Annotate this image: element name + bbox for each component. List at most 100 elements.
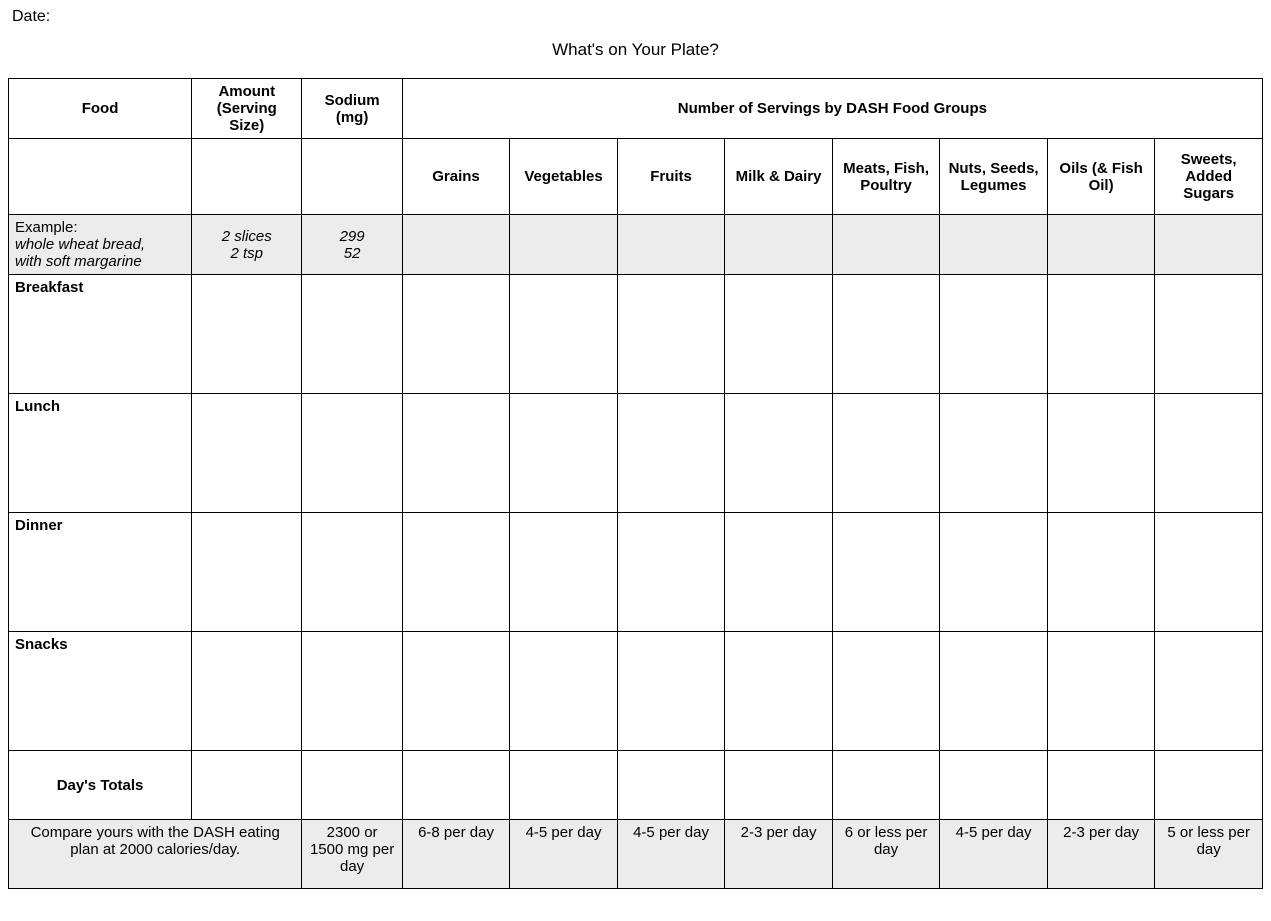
example-milk-cell — [725, 215, 833, 275]
lunch-sweets-cell[interactable] — [1155, 394, 1263, 513]
col-header-sodium: Sodium (mg) — [302, 79, 402, 139]
compare-fruits-cell: 4-5 per day — [617, 820, 725, 889]
breakfast-meats-cell[interactable] — [832, 275, 940, 394]
dinner-meats-cell[interactable] — [832, 513, 940, 632]
breakfast-sodium-cell[interactable] — [302, 275, 402, 394]
dash-food-table: Food Amount (Serving Size) Sodium (mg) N… — [8, 78, 1263, 889]
lunch-amount-cell[interactable] — [192, 394, 302, 513]
compare-grains-cell: 6-8 per day — [402, 820, 510, 889]
totals-amount-cell[interactable] — [192, 751, 302, 820]
snacks-fruits-cell[interactable] — [617, 632, 725, 751]
compare-oils-cell: 2-3 per day — [1047, 820, 1155, 889]
dinner-sweets-cell[interactable] — [1155, 513, 1263, 632]
col-subheader-nuts: Nuts, Seeds, Legumes — [940, 139, 1048, 215]
col-subheader-vegetables: Vegetables — [510, 139, 618, 215]
totals-label-cell: Day's Totals — [9, 751, 192, 820]
example-sodium-line1: 299 — [340, 228, 365, 245]
breakfast-oils-cell[interactable] — [1047, 275, 1155, 394]
snacks-oils-cell[interactable] — [1047, 632, 1155, 751]
dinner-row: Dinner — [9, 513, 1263, 632]
dinner-oils-cell[interactable] — [1047, 513, 1155, 632]
breakfast-vegetables-cell[interactable] — [510, 275, 618, 394]
compare-meats-cell: 6 or less per day — [832, 820, 940, 889]
compare-label-cell: Compare yours with the DASH eating plan … — [9, 820, 302, 889]
dinner-vegetables-cell[interactable] — [510, 513, 618, 632]
blank-header-amount — [192, 139, 302, 215]
example-sodium-line2: 52 — [344, 245, 361, 262]
example-oils-cell — [1047, 215, 1155, 275]
example-food-line2: with soft margarine — [15, 253, 142, 270]
col-header-food: Food — [9, 79, 192, 139]
snacks-sweets-cell[interactable] — [1155, 632, 1263, 751]
example-amount-line1: 2 slices — [222, 228, 272, 245]
example-food-cell: Example: whole wheat bread, with soft ma… — [9, 215, 192, 275]
dinner-grains-cell[interactable] — [402, 513, 510, 632]
example-sodium-cell: 299 52 — [302, 215, 402, 275]
breakfast-amount-cell[interactable] — [192, 275, 302, 394]
totals-sodium-cell[interactable] — [302, 751, 402, 820]
breakfast-grains-cell[interactable] — [402, 275, 510, 394]
dinner-milk-cell[interactable] — [725, 513, 833, 632]
date-label: Date: — [12, 8, 1263, 26]
dinner-sodium-cell[interactable] — [302, 513, 402, 632]
lunch-food-cell[interactable]: Lunch — [9, 394, 192, 513]
snacks-grains-cell[interactable] — [402, 632, 510, 751]
compare-sodium-cell: 2300 or 1500 mg per day — [302, 820, 402, 889]
breakfast-label: Breakfast — [15, 279, 83, 296]
totals-grains-cell[interactable] — [402, 751, 510, 820]
snacks-food-cell[interactable]: Snacks — [9, 632, 192, 751]
dinner-amount-cell[interactable] — [192, 513, 302, 632]
compare-vegetables-cell: 4-5 per day — [510, 820, 618, 889]
blank-header-sodium — [302, 139, 402, 215]
lunch-milk-cell[interactable] — [725, 394, 833, 513]
breakfast-nuts-cell[interactable] — [940, 275, 1048, 394]
totals-meats-cell[interactable] — [832, 751, 940, 820]
example-meats-cell — [832, 215, 940, 275]
snacks-milk-cell[interactable] — [725, 632, 833, 751]
compare-row: Compare yours with the DASH eating plan … — [9, 820, 1263, 889]
dinner-label: Dinner — [15, 517, 63, 534]
lunch-fruits-cell[interactable] — [617, 394, 725, 513]
page-title: What's on Your Plate? — [8, 40, 1263, 60]
col-subheader-milk: Milk & Dairy — [725, 139, 833, 215]
lunch-meats-cell[interactable] — [832, 394, 940, 513]
totals-oils-cell[interactable] — [1047, 751, 1155, 820]
example-row: Example: whole wheat bread, with soft ma… — [9, 215, 1263, 275]
example-grains-cell — [402, 215, 510, 275]
example-food-line1: whole wheat bread, — [15, 236, 145, 253]
snacks-vegetables-cell[interactable] — [510, 632, 618, 751]
snacks-amount-cell[interactable] — [192, 632, 302, 751]
compare-milk-cell: 2-3 per day — [725, 820, 833, 889]
dinner-fruits-cell[interactable] — [617, 513, 725, 632]
totals-milk-cell[interactable] — [725, 751, 833, 820]
col-subheader-meats: Meats, Fish, Poultry — [832, 139, 940, 215]
lunch-sodium-cell[interactable] — [302, 394, 402, 513]
snacks-nuts-cell[interactable] — [940, 632, 1048, 751]
lunch-label: Lunch — [15, 398, 60, 415]
lunch-oils-cell[interactable] — [1047, 394, 1155, 513]
example-sweets-cell — [1155, 215, 1263, 275]
example-amount-cell: 2 slices 2 tsp — [192, 215, 302, 275]
snacks-meats-cell[interactable] — [832, 632, 940, 751]
breakfast-food-cell[interactable]: Breakfast — [9, 275, 192, 394]
totals-nuts-cell[interactable] — [940, 751, 1048, 820]
table-header-row-2: Grains Vegetables Fruits Milk & Dairy Me… — [9, 139, 1263, 215]
lunch-nuts-cell[interactable] — [940, 394, 1048, 513]
totals-fruits-cell[interactable] — [617, 751, 725, 820]
example-nuts-cell — [940, 215, 1048, 275]
totals-vegetables-cell[interactable] — [510, 751, 618, 820]
breakfast-milk-cell[interactable] — [725, 275, 833, 394]
table-header-row-1: Food Amount (Serving Size) Sodium (mg) N… — [9, 79, 1263, 139]
snacks-sodium-cell[interactable] — [302, 632, 402, 751]
breakfast-fruits-cell[interactable] — [617, 275, 725, 394]
totals-row: Day's Totals — [9, 751, 1263, 820]
lunch-grains-cell[interactable] — [402, 394, 510, 513]
example-label: Example: — [15, 219, 78, 236]
example-fruits-cell — [617, 215, 725, 275]
totals-sweets-cell[interactable] — [1155, 751, 1263, 820]
breakfast-sweets-cell[interactable] — [1155, 275, 1263, 394]
dinner-nuts-cell[interactable] — [940, 513, 1048, 632]
dinner-food-cell[interactable]: Dinner — [9, 513, 192, 632]
col-header-food-groups: Number of Servings by DASH Food Groups — [402, 79, 1262, 139]
lunch-vegetables-cell[interactable] — [510, 394, 618, 513]
